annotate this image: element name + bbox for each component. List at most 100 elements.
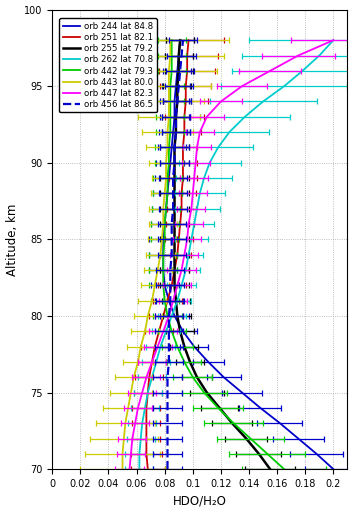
orb 244 lat 84.8	[172, 313, 176, 319]
orb 244 lat 84.8	[181, 328, 185, 334]
orb 447 lat 82.3	[133, 420, 137, 426]
orb 442 lat 79.3	[202, 389, 206, 396]
orb 251 lat 82.1	[185, 52, 189, 58]
orb 456 lat 86.5	[165, 374, 169, 380]
orb 447 lat 82.3	[130, 436, 134, 442]
orb 447 lat 82.3	[129, 451, 133, 457]
orb 447 lat 82.3	[189, 206, 193, 212]
orb 456 lat 86.5	[167, 328, 171, 334]
Line: orb 447 lat 82.3: orb 447 lat 82.3	[130, 40, 333, 469]
orb 251 lat 82.1	[181, 160, 185, 166]
orb 255 lat 79.2	[175, 98, 179, 105]
orb 447 lat 82.3	[182, 251, 186, 258]
orb 442 lat 79.3	[216, 405, 220, 411]
orb 447 lat 82.3	[185, 236, 189, 243]
orb 262 lat 70.8	[186, 251, 191, 258]
orb 443 lat 80.0	[136, 359, 140, 365]
Y-axis label: Altitude, km: Altitude, km	[6, 203, 19, 275]
orb 251 lat 82.1	[150, 359, 154, 365]
orb 244 lat 84.8	[172, 98, 176, 105]
orb 447 lat 82.3	[186, 221, 191, 227]
orb 251 lat 82.1	[176, 236, 181, 243]
orb 456 lat 86.5	[165, 466, 169, 472]
orb 442 lat 79.3	[182, 359, 186, 365]
orb 244 lat 84.8	[258, 405, 262, 411]
orb 262 lat 70.8	[208, 160, 212, 166]
orb 244 lat 84.8	[315, 451, 319, 457]
orb 442 lat 79.3	[163, 298, 167, 304]
orb 443 lat 80.0	[164, 160, 168, 166]
orb 255 lat 79.2	[257, 451, 261, 457]
orb 251 lat 82.1	[144, 405, 149, 411]
orb 255 lat 79.2	[172, 236, 176, 243]
orb 456 lat 86.5	[168, 282, 172, 288]
orb 442 lat 79.3	[168, 114, 172, 120]
orb 251 lat 82.1	[182, 114, 186, 120]
orb 244 lat 84.8	[206, 359, 210, 365]
orb 447 lat 82.3	[296, 52, 300, 58]
orb 244 lat 84.8	[278, 420, 282, 426]
orb 262 lat 70.8	[143, 405, 147, 411]
orb 262 lat 70.8	[331, 37, 335, 43]
orb 244 lat 84.8	[296, 436, 300, 442]
orb 447 lat 82.3	[156, 344, 160, 350]
orb 255 lat 79.2	[172, 282, 176, 288]
orb 456 lat 86.5	[169, 236, 174, 243]
orb 244 lat 84.8	[222, 374, 226, 380]
orb 262 lat 70.8	[198, 190, 202, 196]
orb 456 lat 86.5	[169, 251, 174, 258]
orb 447 lat 82.3	[167, 313, 171, 319]
orb 443 lat 80.0	[120, 451, 125, 457]
orb 251 lat 82.1	[175, 251, 179, 258]
orb 262 lat 70.8	[300, 68, 305, 74]
orb 255 lat 79.2	[217, 405, 222, 411]
orb 442 lat 79.3	[232, 420, 236, 426]
orb 251 lat 82.1	[157, 328, 161, 334]
orb 443 lat 80.0	[168, 52, 172, 58]
orb 456 lat 86.5	[174, 129, 178, 135]
X-axis label: HDO/H₂O: HDO/H₂O	[173, 495, 227, 507]
orb 251 lat 82.1	[147, 374, 151, 380]
orb 262 lat 70.8	[261, 98, 265, 105]
orb 447 lat 82.3	[240, 83, 244, 89]
orb 255 lat 79.2	[176, 68, 181, 74]
orb 255 lat 79.2	[195, 374, 199, 380]
orb 442 lat 79.3	[165, 190, 169, 196]
orb 255 lat 79.2	[175, 313, 179, 319]
orb 244 lat 84.8	[167, 175, 171, 181]
orb 456 lat 86.5	[174, 114, 178, 120]
orb 262 lat 70.8	[175, 298, 179, 304]
orb 262 lat 70.8	[243, 114, 247, 120]
orb 447 lat 82.3	[195, 144, 199, 150]
orb 244 lat 84.8	[192, 344, 196, 350]
orb 447 lat 82.3	[144, 374, 149, 380]
orb 447 lat 82.3	[150, 359, 154, 365]
orb 255 lat 79.2	[268, 466, 272, 472]
orb 443 lat 80.0	[126, 405, 130, 411]
orb 262 lat 70.8	[189, 236, 193, 243]
orb 244 lat 84.8	[172, 114, 176, 120]
orb 251 lat 82.1	[153, 344, 157, 350]
orb 456 lat 86.5	[178, 68, 182, 74]
orb 255 lat 79.2	[174, 129, 178, 135]
orb 443 lat 80.0	[139, 344, 143, 350]
orb 443 lat 80.0	[164, 175, 168, 181]
orb 442 lat 79.3	[248, 436, 252, 442]
orb 442 lat 79.3	[175, 344, 179, 350]
orb 255 lat 79.2	[188, 359, 192, 365]
orb 262 lat 70.8	[164, 328, 168, 334]
orb 456 lat 86.5	[176, 83, 181, 89]
orb 262 lat 70.8	[184, 267, 188, 273]
orb 443 lat 80.0	[132, 374, 136, 380]
orb 456 lat 86.5	[171, 175, 175, 181]
orb 442 lat 79.3	[165, 313, 169, 319]
orb 442 lat 79.3	[161, 282, 166, 288]
orb 244 lat 84.8	[161, 251, 166, 258]
orb 456 lat 86.5	[169, 221, 174, 227]
orb 251 lat 82.1	[182, 129, 186, 135]
orb 443 lat 80.0	[129, 389, 133, 396]
orb 456 lat 86.5	[172, 160, 176, 166]
orb 244 lat 84.8	[164, 206, 168, 212]
orb 442 lat 79.3	[163, 236, 167, 243]
orb 255 lat 79.2	[172, 267, 176, 273]
